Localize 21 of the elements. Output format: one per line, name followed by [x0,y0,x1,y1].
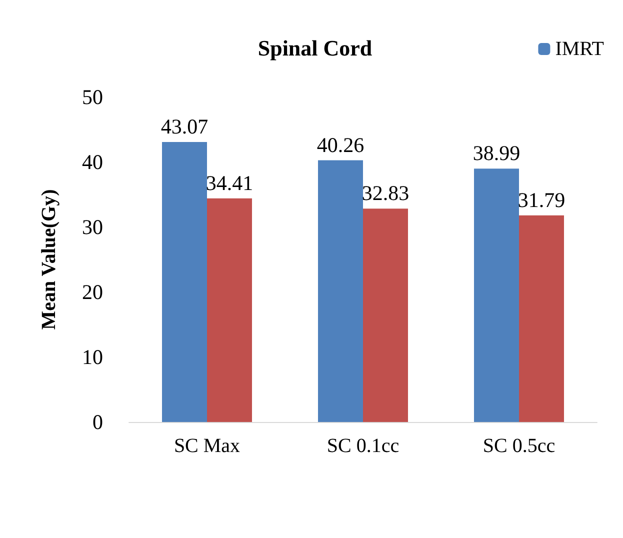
bar [207,198,252,422]
y-tick-label: 10 [82,345,103,369]
bar [363,208,408,422]
bar [519,215,564,422]
x-tick-label: SC 0.1cc [326,435,400,457]
bar [474,168,519,422]
y-tick-label: 30 [82,215,103,239]
x-tick-label: SC 0.5cc [482,435,556,457]
data-label: 40.26 [316,132,364,157]
y-tick-label: 20 [82,280,103,304]
data-label: 38.99 [472,141,520,166]
y-tick-label: 50 [82,85,103,109]
bar [162,142,207,422]
y-tick-label: 40 [82,150,103,174]
y-axis-title: Mean Value(Gy) [38,189,60,330]
legend-label: IMRT [555,38,604,60]
chart-title: Spinal Cord [258,36,372,60]
y-tick-label: 0 [92,410,103,434]
x-tick-label: SC Max [174,435,240,457]
data-label: 43.07 [160,114,208,139]
bar [318,160,363,422]
